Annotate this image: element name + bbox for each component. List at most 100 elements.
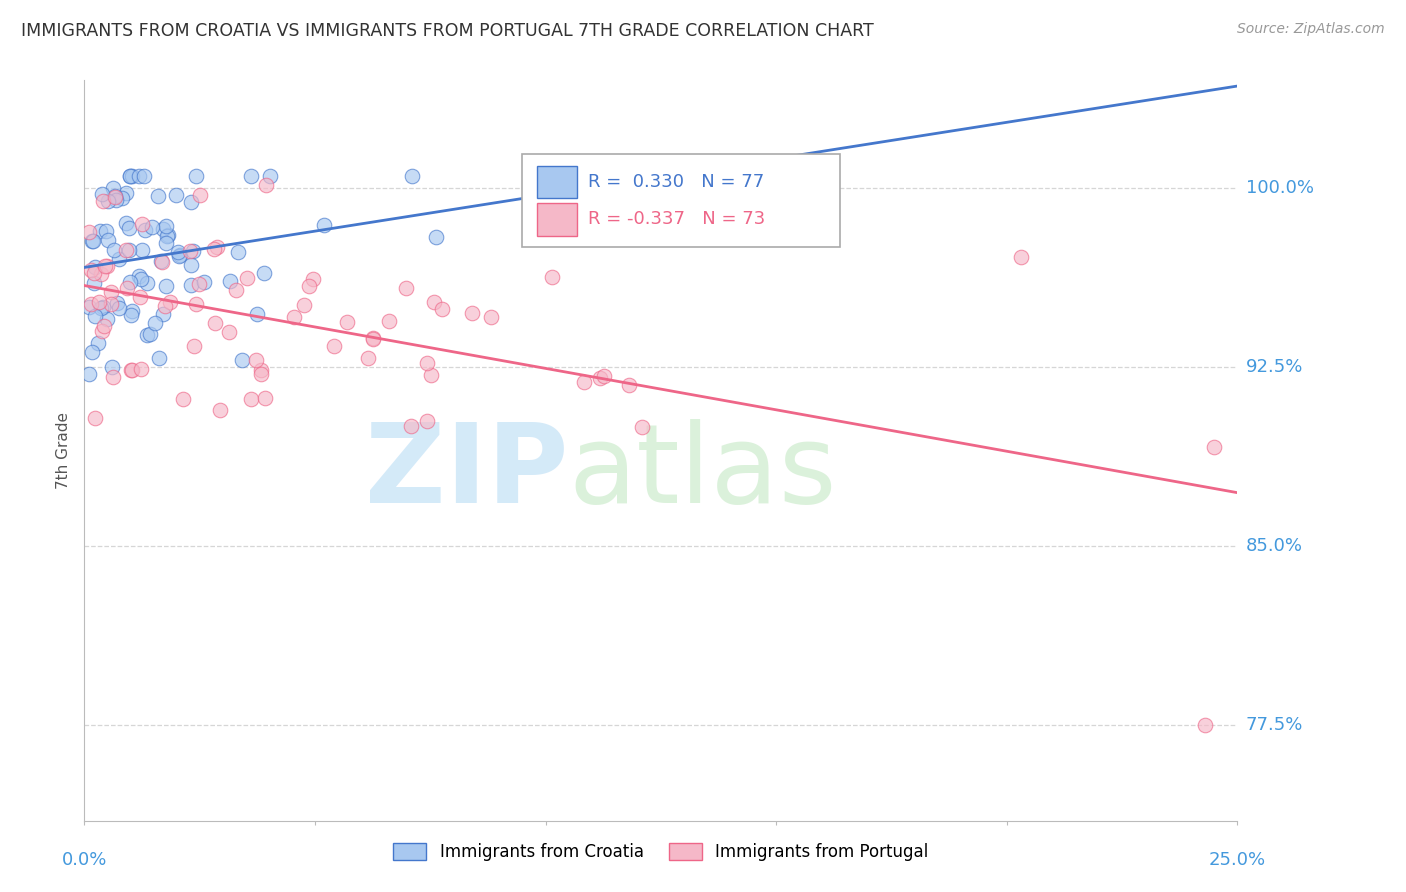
Point [120, 308, 142, 322]
Point [80, 234, 103, 248]
Point [169, 249, 191, 263]
Point [1010, 250, 1032, 264]
Point [77, 368, 100, 382]
Point [204, 316, 226, 330]
Point [97, 233, 120, 247]
Point [91, 324, 114, 338]
Point [156, 228, 179, 243]
Point [80, 263, 103, 277]
Text: 25.0%: 25.0% [1209, 851, 1265, 869]
Text: IMMIGRANTS FROM CROATIA VS IMMIGRANTS FROM PORTUGAL 7TH GRADE CORRELATION CHART: IMMIGRANTS FROM CROATIA VS IMMIGRANTS FR… [21, 22, 875, 40]
Point [87, 295, 110, 310]
Point [617, 378, 640, 392]
Point [83, 411, 105, 425]
Point [253, 267, 276, 281]
Point [259, 169, 281, 183]
Point [120, 363, 142, 377]
Point [399, 419, 422, 434]
Point [589, 371, 612, 385]
Point [91, 187, 114, 202]
Point [105, 193, 128, 207]
Point [120, 169, 142, 183]
Point [165, 188, 187, 202]
Point [202, 242, 225, 256]
Point [118, 244, 141, 258]
Point [136, 276, 159, 290]
Point [94, 224, 117, 238]
Point [209, 403, 232, 417]
Text: 92.5%: 92.5% [1246, 358, 1303, 376]
Point [312, 218, 335, 232]
FancyBboxPatch shape [537, 203, 576, 235]
Point [250, 363, 273, 377]
Point [84, 260, 107, 275]
Point [103, 181, 125, 195]
Point [419, 368, 441, 382]
Point [141, 219, 163, 234]
Point [117, 281, 139, 295]
Point [143, 316, 166, 330]
Point [108, 301, 131, 315]
Point [155, 279, 177, 293]
Text: 77.5%: 77.5% [1246, 716, 1303, 734]
Point [179, 244, 201, 259]
Point [129, 290, 152, 304]
Point [378, 313, 401, 327]
Point [155, 235, 177, 250]
Point [361, 331, 384, 345]
Point [461, 306, 484, 320]
Point [131, 244, 153, 258]
Point [118, 220, 141, 235]
Point [120, 275, 142, 289]
Point [153, 299, 176, 313]
Point [155, 219, 177, 233]
Text: atlas: atlas [568, 419, 837, 526]
Point [541, 269, 564, 284]
Y-axis label: 7th Grade: 7th Grade [56, 412, 72, 489]
Point [103, 243, 125, 257]
Point [302, 272, 325, 286]
Point [283, 310, 305, 324]
Point [292, 298, 315, 312]
Point [323, 339, 346, 353]
Point [114, 186, 136, 201]
Point [94, 260, 117, 274]
Point [363, 332, 385, 346]
Point [188, 277, 211, 291]
Point [96, 194, 118, 208]
Point [416, 356, 439, 370]
Text: R = -0.337   N = 73: R = -0.337 N = 73 [588, 211, 765, 228]
Point [104, 190, 127, 204]
Point [111, 191, 134, 205]
Point [239, 392, 262, 406]
Point [231, 353, 253, 368]
Point [89, 224, 111, 238]
Point [415, 414, 437, 428]
Point [235, 271, 257, 285]
Point [90, 301, 112, 315]
Text: 100.0%: 100.0% [1246, 178, 1313, 197]
Point [105, 296, 128, 310]
Point [83, 277, 105, 291]
Point [79, 301, 101, 315]
Point [82, 234, 104, 248]
Text: ZIP: ZIP [366, 419, 568, 526]
Point [631, 419, 654, 434]
Point [172, 392, 194, 406]
Point [180, 258, 202, 272]
Point [79, 297, 101, 311]
Point [186, 297, 208, 311]
Point [96, 312, 118, 326]
Point [108, 252, 131, 266]
Point [121, 362, 143, 376]
Point [152, 307, 174, 321]
Point [193, 275, 215, 289]
Point [218, 325, 240, 339]
Point [128, 269, 150, 284]
Point [91, 300, 114, 314]
Point [336, 315, 359, 329]
Point [100, 297, 122, 311]
Text: R =  0.330   N = 77: R = 0.330 N = 77 [588, 173, 765, 191]
Point [181, 244, 204, 258]
Point [180, 194, 202, 209]
